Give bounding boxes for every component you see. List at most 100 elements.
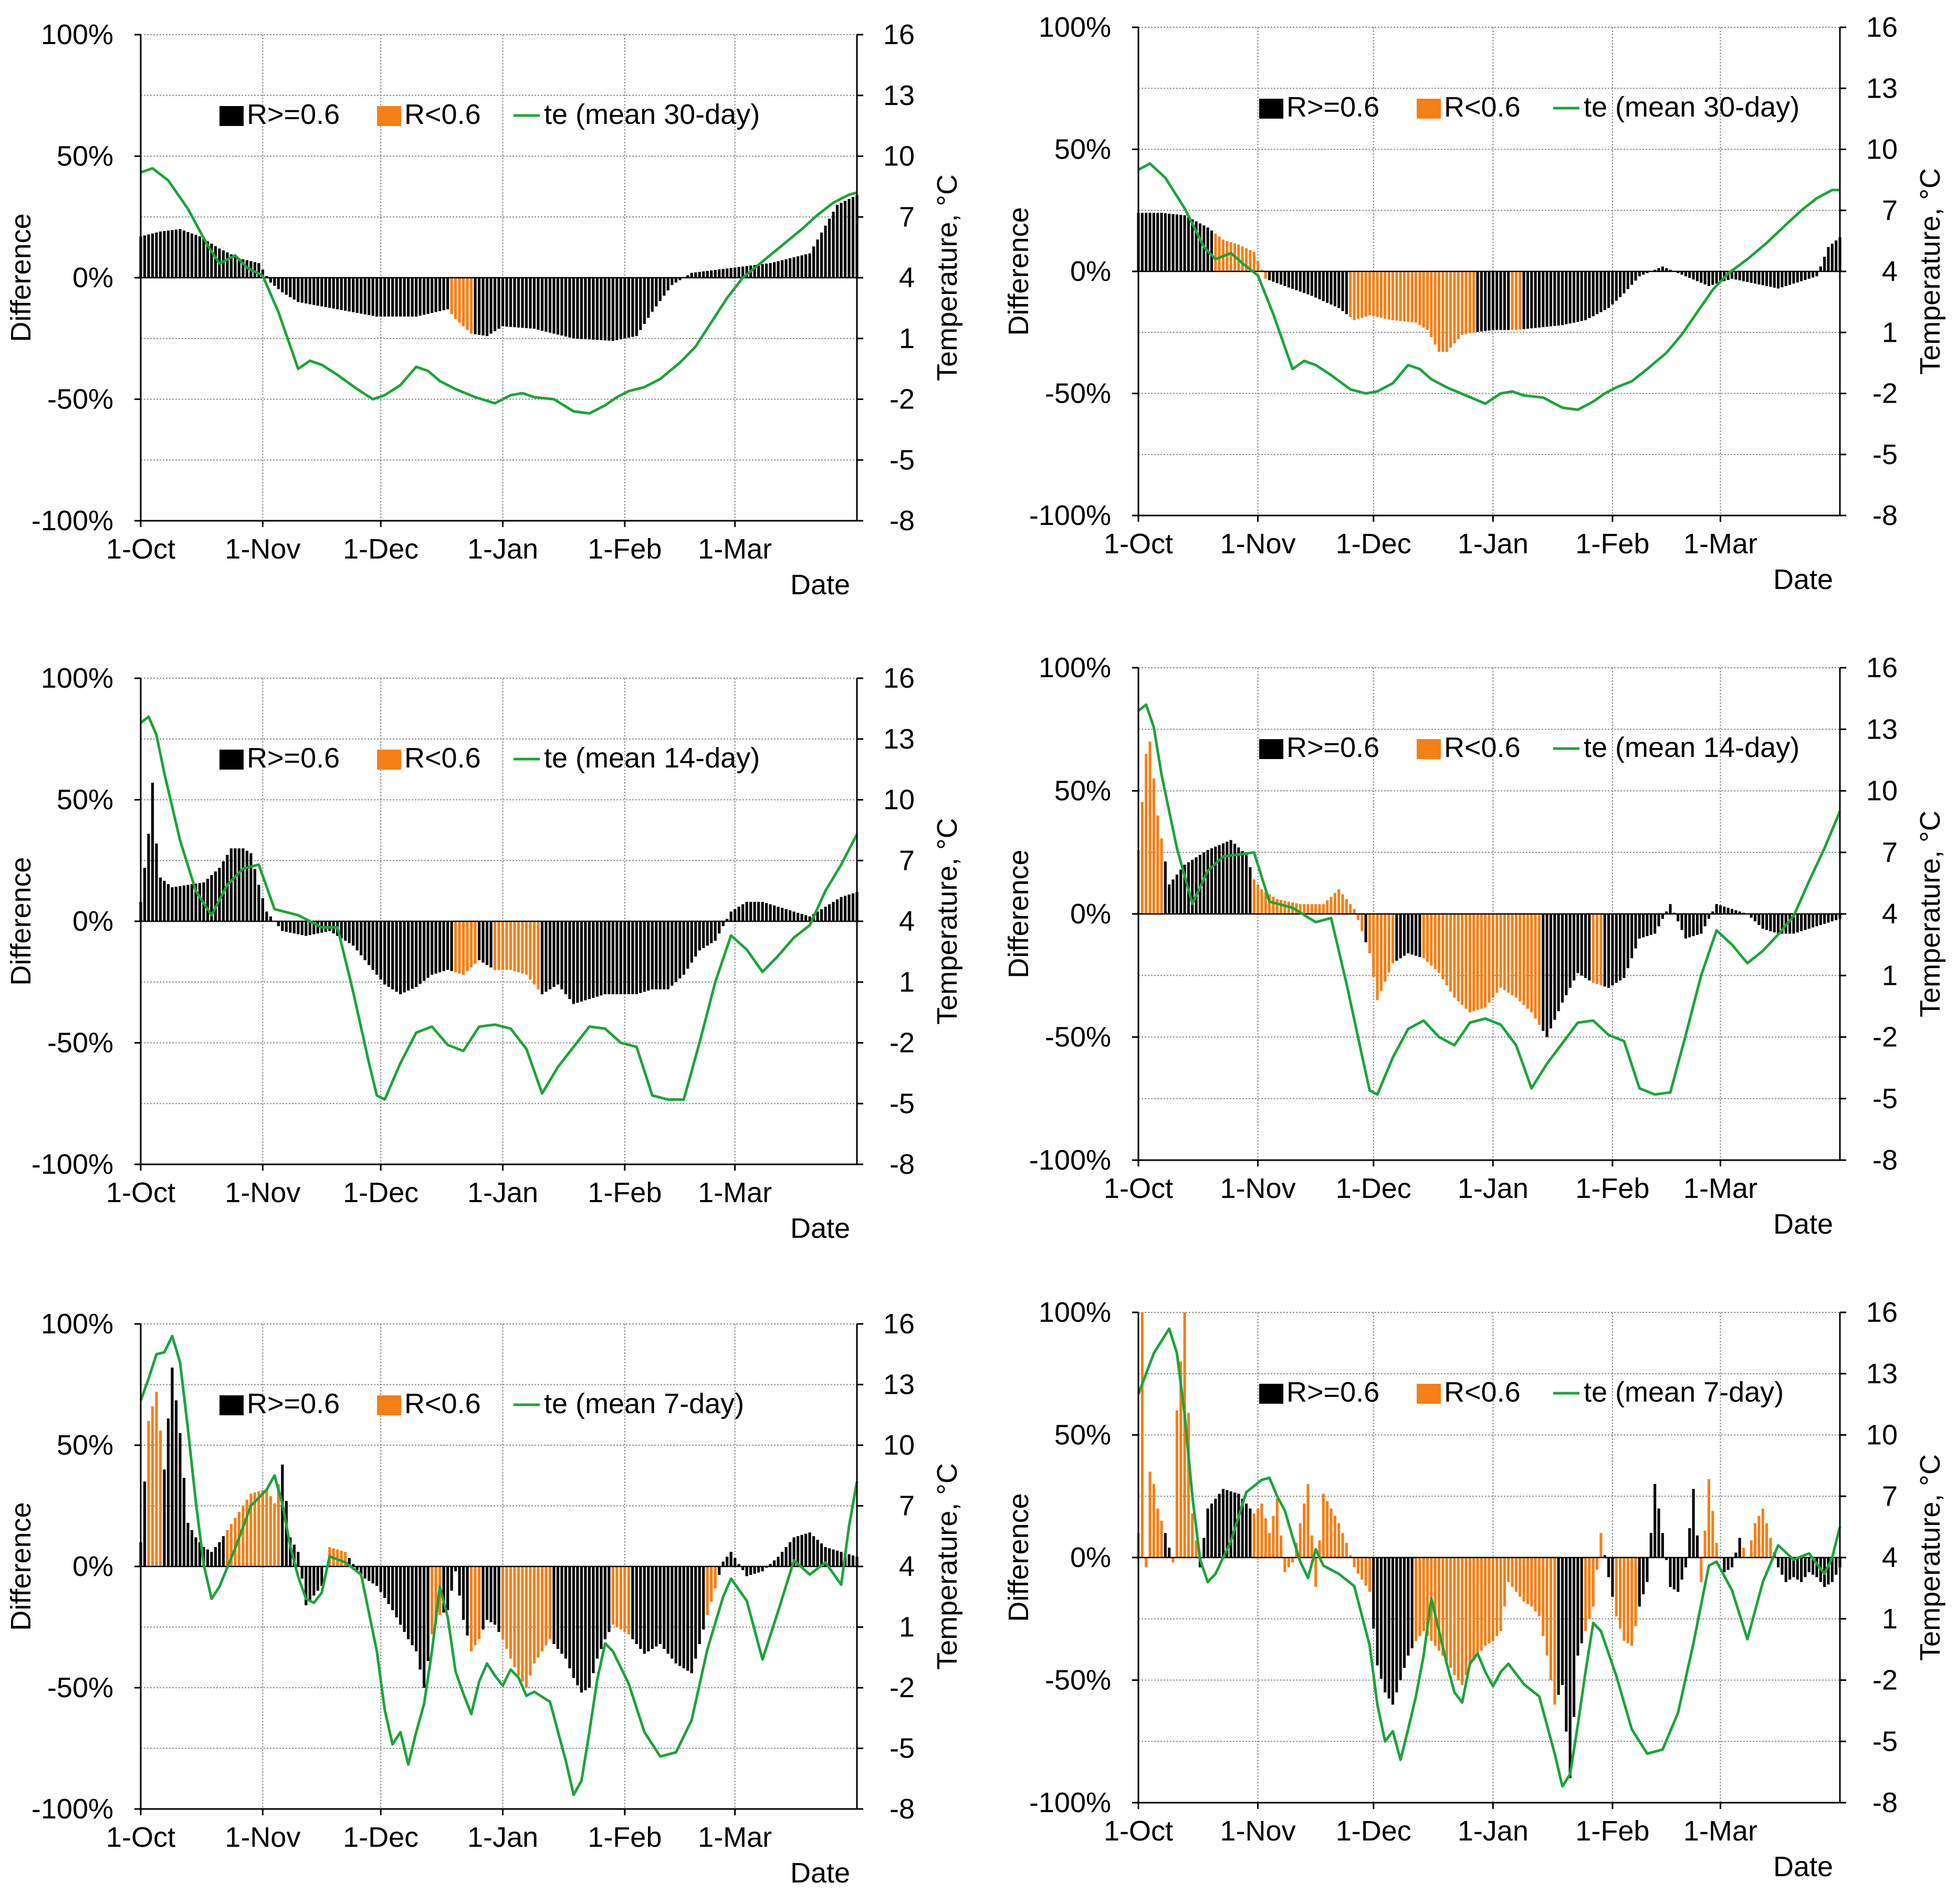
bar-r-high [407, 921, 410, 991]
bar-r-high [568, 921, 571, 1000]
bar-r-high [832, 212, 835, 278]
bar-r-high [639, 921, 642, 993]
bar-r-low [1306, 904, 1310, 914]
bar-r-high [690, 921, 693, 963]
y-left-tick-label: 0% [72, 1551, 113, 1582]
x-tick-label: 1-Nov [1220, 528, 1296, 560]
y-left-axis-label: Difference [5, 213, 37, 342]
bar-r-high [1507, 271, 1510, 330]
bar-r-high [328, 278, 331, 308]
bar-r-high [1734, 271, 1738, 280]
chart-panel-bottom-left: 100% 50% 0% -50% -100% 16 13 10 7 4 1 -2 -5 -8 1-Oct 1-… [5, 1308, 963, 1889]
bar-r-high [721, 921, 725, 927]
bar-r-low [434, 1566, 437, 1625]
bar-r-high [584, 1566, 587, 1690]
bar-r-high [411, 278, 414, 317]
bar-r-high [1553, 271, 1556, 326]
bar-r-high [151, 233, 154, 278]
bar-r-high [214, 246, 217, 278]
bar-r-low [1592, 914, 1595, 983]
x-tick-label: 1-Jan [1458, 528, 1529, 560]
bar-r-high [458, 1566, 461, 1596]
bar-r-high [568, 1566, 571, 1669]
bar-r-high [1287, 271, 1290, 288]
bar-r-high [407, 278, 410, 317]
bar-r-high [1688, 1528, 1691, 1558]
y-right-tick-label: -8 [1872, 1144, 1898, 1176]
bar-r-low [1268, 1533, 1271, 1558]
bar-r-low [1218, 236, 1221, 271]
legend-swatch-r-high [219, 1395, 244, 1415]
bar-r-high [1657, 914, 1660, 927]
bar-r-high [726, 1556, 729, 1566]
bar-r-high [1753, 271, 1757, 284]
y-right-tick-label: 7 [1882, 195, 1898, 226]
bar-r-low [1257, 260, 1260, 271]
bar-r-low [1156, 1508, 1159, 1558]
bar-r-low [1280, 1535, 1283, 1558]
legend-label-temperature: te (mean 14-day) [544, 742, 760, 774]
bar-r-high [714, 921, 717, 941]
bar-r-high [1183, 215, 1186, 271]
bar-r-high [1692, 1489, 1695, 1558]
legend-swatch-r-high [1259, 99, 1283, 119]
bar-r-high [619, 921, 622, 994]
bar-r-high [1206, 1508, 1209, 1558]
bar-r-low [529, 1566, 532, 1676]
bar-r-high [194, 235, 197, 278]
legend-swatch-r-low [1417, 739, 1441, 759]
bar-r-low [532, 921, 536, 985]
bar-r-low [1511, 271, 1514, 330]
bar-r-high [411, 921, 414, 989]
y-left-tick-label: 0% [1070, 898, 1111, 930]
bar-r-high [584, 278, 587, 340]
bar-r-high [360, 1566, 363, 1576]
bar-r-high [344, 278, 347, 311]
bar-r-high [580, 278, 583, 339]
bar-r-high [489, 278, 493, 334]
bar-r-high [399, 921, 402, 994]
bar-r-high [430, 278, 434, 313]
bar-r-high [1226, 841, 1229, 914]
bar-r-low [619, 1566, 622, 1630]
y-right-tick-label: 10 [1866, 134, 1898, 165]
bar-r-low [469, 921, 473, 967]
bar-r-low [1368, 1558, 1371, 1592]
bar-r-high [741, 1566, 745, 1570]
bar-r-high [198, 1542, 202, 1566]
bar-r-low [454, 278, 457, 319]
bar-r-high [552, 1566, 556, 1644]
bar-r-high [379, 1566, 382, 1592]
bar-r-low [1769, 1538, 1772, 1558]
legend-swatch-r-low [1417, 1384, 1441, 1404]
bar-r-low [1480, 914, 1483, 1009]
bar-r-high [800, 255, 803, 278]
y-right-tick-label: 16 [883, 19, 915, 50]
bar-r-high [462, 1566, 465, 1620]
bar-r-high [166, 1418, 170, 1566]
x-tick-label: 1-Nov [225, 1177, 300, 1208]
bar-r-high [1649, 914, 1652, 935]
bar-r-high [411, 1566, 414, 1646]
y-right-tick-label: 13 [883, 1369, 915, 1401]
bar-r-low [1445, 1558, 1448, 1661]
bar-r-high [552, 278, 556, 334]
bar-r-high [1696, 914, 1699, 935]
bar-r-high [297, 1552, 300, 1566]
bar-r-high [1804, 1558, 1807, 1577]
bar-r-high [663, 1566, 666, 1649]
bar-r-high [623, 921, 626, 994]
bar-r-low [505, 1566, 508, 1649]
bar-r-high [820, 1543, 823, 1566]
bar-r-high [379, 921, 382, 980]
bar-r-high [595, 1566, 599, 1659]
bar-r-low [1757, 1516, 1761, 1558]
bar-r-low [1530, 914, 1533, 1013]
bar-r-high [1827, 914, 1830, 923]
bar-r-high [442, 1566, 445, 1613]
bar-r-high [210, 1552, 213, 1566]
bar-r-low [1472, 271, 1475, 333]
bar-r-high [174, 1400, 178, 1566]
bar-r-high [1750, 914, 1753, 918]
x-tick-label: 1-Dec [343, 533, 418, 565]
